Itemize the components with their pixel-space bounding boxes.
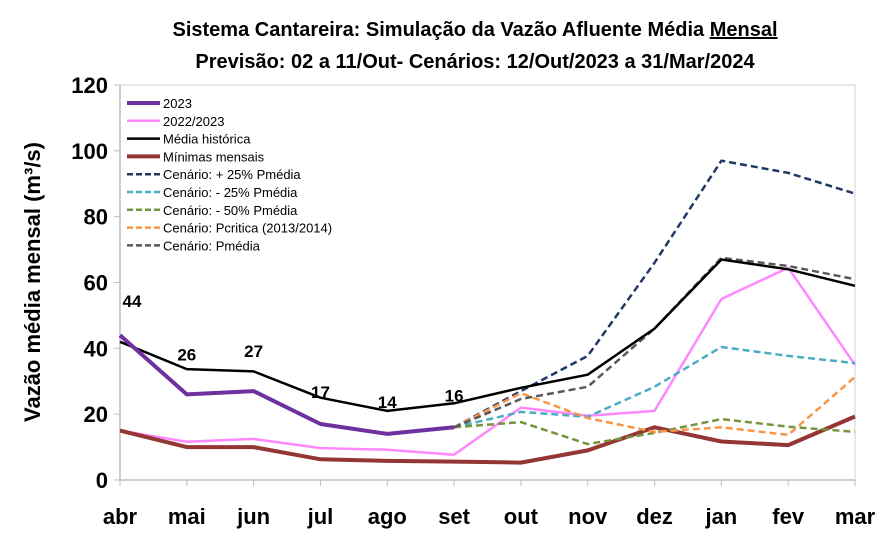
- y-tick-label: 100: [71, 139, 108, 164]
- legend-entry: Cenário: Pcritica (2013/2014): [163, 221, 332, 236]
- data-label: 26: [177, 345, 196, 364]
- legend-entry: Cenário: Pmédia: [163, 238, 261, 253]
- data-label: 44: [123, 292, 142, 311]
- x-tick-label: dez: [636, 504, 673, 529]
- data-label: 27: [244, 342, 263, 361]
- x-tick-label: jan: [704, 504, 737, 529]
- chart-title: Sistema Cantareira: Simulação da Vazão A…: [172, 19, 777, 41]
- legend-entry: Mínimas mensais: [163, 149, 265, 164]
- data-label: 16: [445, 386, 464, 405]
- x-tick-label: fev: [772, 504, 805, 529]
- y-tick-label: 0: [96, 468, 108, 493]
- x-tick-label: ago: [368, 504, 407, 529]
- series-line-4: [453, 159, 856, 429]
- y-tick-label: 60: [84, 271, 108, 296]
- x-tick-label: nov: [568, 504, 608, 529]
- series-line-2: [119, 258, 856, 413]
- y-axis-label: Vazão média mensal (m³/s): [20, 142, 45, 422]
- x-tick-label: jul: [307, 504, 334, 529]
- y-tick-label: 80: [84, 205, 108, 230]
- x-tick-label: set: [438, 504, 470, 529]
- series-line-5: [453, 345, 856, 429]
- y-tick-label: 20: [84, 402, 108, 427]
- series-line-7: [453, 376, 856, 437]
- x-tick-label: mar: [835, 504, 876, 529]
- series-line-6: [454, 417, 856, 446]
- series-line-8: [453, 256, 856, 429]
- x-tick-label: mai: [168, 504, 206, 529]
- data-label: 14: [378, 393, 397, 412]
- series-line-3: [119, 414, 856, 465]
- x-tick-label: abr: [103, 504, 138, 529]
- legend-entry: Média histórica: [163, 132, 251, 147]
- chart-subtitle: Previsão: 02 a 11/Out- Cenários: 12/Out/…: [195, 51, 755, 73]
- data-label: 17: [311, 383, 330, 402]
- y-tick-label: 120: [71, 73, 108, 98]
- x-tick-label: jun: [236, 504, 270, 529]
- legend-entry: 2022/2023: [163, 114, 224, 129]
- legend-entry: 2023: [163, 96, 192, 111]
- x-tick-label: out: [504, 504, 539, 529]
- series-line-0: [118, 333, 455, 436]
- series-line-1: [119, 266, 857, 456]
- legend-entry: Cenário: + 25% Pmédia: [163, 167, 301, 182]
- legend-entry: Cenário: - 50% Pmédia: [163, 203, 298, 218]
- y-tick-label: 40: [84, 336, 108, 361]
- legend-entry: Cenário: - 25% Pmédia: [163, 185, 298, 200]
